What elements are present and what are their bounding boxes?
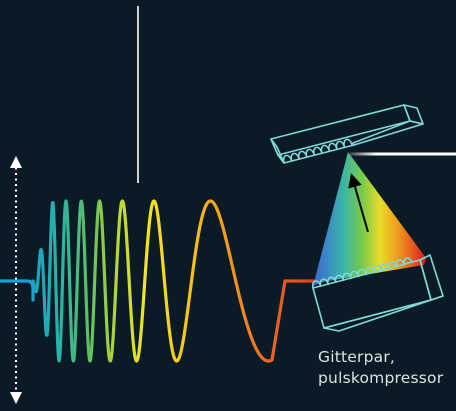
caption-line-1: Gitterpar,: [318, 348, 396, 366]
direction-arrow-icon: [348, 173, 369, 233]
dispersed-spectrum: [313, 152, 426, 286]
incoming-beam: [0, 279, 35, 302]
upper-grating: [270, 104, 424, 164]
caption-line-2: pulskompressor: [318, 369, 444, 387]
lower-grating: [311, 254, 444, 332]
grating-pair-caption: Gitterpar, pulskompressor: [318, 347, 443, 389]
chirped-pulse-wave: [31, 199, 324, 363]
